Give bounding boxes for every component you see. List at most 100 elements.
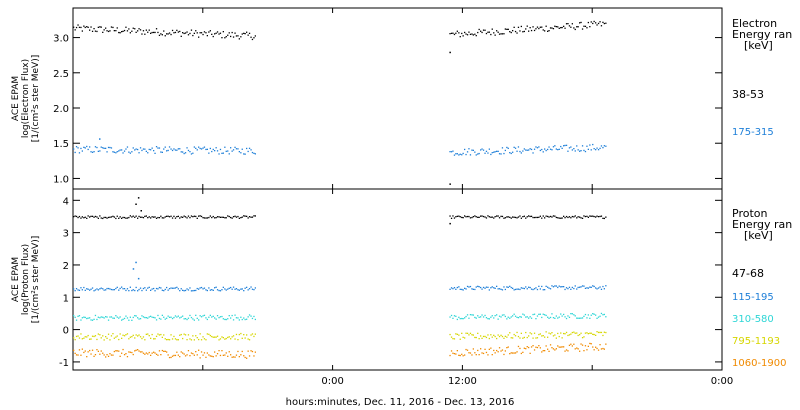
- data-point: [205, 317, 207, 319]
- data-point: [586, 215, 588, 217]
- data-point: [97, 26, 99, 28]
- data-point: [171, 149, 174, 152]
- data-point: [192, 216, 194, 218]
- data-point: [480, 335, 482, 337]
- data-point: [599, 331, 601, 334]
- data-point: [116, 335, 118, 337]
- data-point: [545, 345, 547, 347]
- data-point: [174, 315, 177, 317]
- data-point: [571, 215, 573, 218]
- data-point: [462, 152, 464, 155]
- data-point: [97, 217, 99, 219]
- data-point: [488, 289, 490, 291]
- data-point: [597, 287, 600, 289]
- data-point: [186, 339, 188, 341]
- data-point: [593, 333, 595, 336]
- x-tick-label: 0:00: [321, 376, 343, 387]
- data-point: [112, 289, 114, 291]
- data-point: [558, 285, 560, 287]
- data-point: [573, 314, 575, 316]
- data-point: [480, 316, 482, 318]
- data-point: [129, 152, 131, 154]
- data-point: [535, 28, 537, 30]
- data-point: [161, 34, 163, 36]
- data-point: [574, 28, 576, 31]
- data-point: [542, 313, 544, 315]
- data-point: [135, 286, 137, 289]
- data-point: [560, 217, 562, 219]
- data-point: [161, 336, 163, 338]
- data-point: [542, 215, 544, 217]
- data-point: [477, 315, 479, 317]
- data-point: [247, 350, 249, 352]
- data-point: [471, 216, 473, 219]
- data-point: [73, 315, 75, 317]
- data-point: [184, 289, 187, 292]
- data-point: [89, 317, 91, 319]
- data-point: [507, 147, 509, 149]
- data-point: [74, 316, 76, 318]
- data-point: [464, 337, 466, 339]
- data-point: [103, 289, 105, 291]
- data-point: [567, 288, 569, 290]
- data-point: [563, 215, 565, 217]
- data-point: [450, 287, 453, 289]
- data-point: [583, 350, 585, 352]
- data-point: [481, 31, 483, 34]
- data-point: [153, 287, 155, 290]
- data-point: [224, 217, 226, 219]
- data-point: [529, 215, 531, 218]
- data-point: [121, 286, 123, 288]
- data-point-outlier: [99, 138, 101, 140]
- data-point: [551, 27, 553, 29]
- data-point: [150, 149, 152, 151]
- data-point: [230, 354, 232, 356]
- data-point: [602, 285, 604, 288]
- data-point: [506, 146, 508, 149]
- data-point: [102, 352, 104, 354]
- data-point: [475, 354, 477, 356]
- data-point: [552, 348, 555, 350]
- data-point: [560, 313, 562, 315]
- data-point: [77, 216, 79, 219]
- data-point: [164, 318, 166, 320]
- data-point: [595, 287, 597, 289]
- data-point: [506, 216, 508, 218]
- data-point: [150, 217, 152, 219]
- data-point: [248, 355, 251, 357]
- data-point: [134, 149, 136, 151]
- data-point: [568, 334, 571, 336]
- data-point: [118, 150, 120, 152]
- data-point: [552, 335, 555, 337]
- data-point: [189, 314, 191, 317]
- data-point: [602, 147, 604, 149]
- data-point: [523, 314, 525, 316]
- data-point: [516, 150, 518, 152]
- data-point: [475, 286, 477, 288]
- data-point: [557, 332, 559, 335]
- data-point: [450, 151, 453, 153]
- data-point: [465, 315, 467, 318]
- data-point: [228, 351, 230, 353]
- data-point: [599, 21, 601, 23]
- data-point: [119, 316, 121, 318]
- data-point: [468, 334, 470, 336]
- data-point: [485, 217, 488, 219]
- data-point: [90, 353, 92, 355]
- data-point: [498, 347, 501, 349]
- data-point: [574, 332, 576, 334]
- data-point: [87, 334, 89, 337]
- data-point: [151, 333, 153, 336]
- data-point: [462, 318, 464, 320]
- data-point: [490, 153, 492, 156]
- data-point: [234, 288, 236, 290]
- data-point: [516, 331, 518, 334]
- data-point: [516, 288, 518, 290]
- electron-plot-frame: [72, 7, 723, 190]
- data-point: [490, 287, 492, 289]
- data-point: [160, 287, 162, 289]
- data-point: [529, 316, 531, 318]
- data-point: [583, 149, 585, 152]
- data-point: [513, 352, 515, 354]
- data-point: [538, 146, 540, 148]
